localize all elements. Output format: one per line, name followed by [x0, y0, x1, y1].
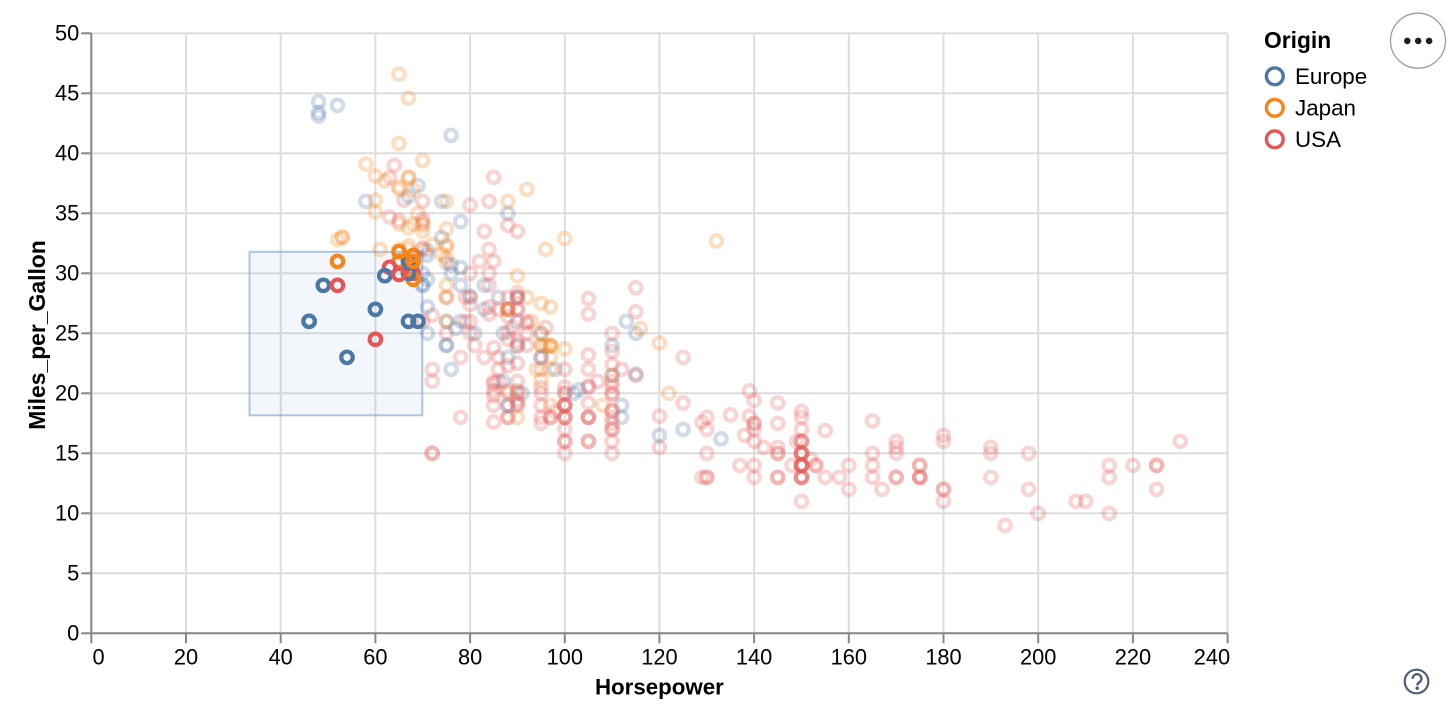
- svg-text:20: 20: [174, 644, 198, 669]
- svg-text:40: 40: [55, 141, 79, 166]
- svg-text:20: 20: [55, 381, 79, 406]
- svg-text:45: 45: [55, 81, 79, 106]
- svg-text:80: 80: [458, 644, 482, 669]
- svg-text:15: 15: [55, 441, 79, 466]
- svg-text:25: 25: [55, 321, 79, 346]
- svg-text:140: 140: [736, 644, 772, 669]
- svg-text:100: 100: [547, 644, 583, 669]
- svg-text:50: 50: [55, 21, 79, 46]
- svg-text:240: 240: [1194, 644, 1230, 669]
- svg-text:Origin: Origin: [1264, 27, 1331, 53]
- svg-text:5: 5: [67, 561, 79, 586]
- svg-text:USA: USA: [1295, 127, 1341, 152]
- svg-text:0: 0: [67, 621, 79, 646]
- svg-text:120: 120: [641, 644, 677, 669]
- svg-text:10: 10: [55, 501, 79, 526]
- svg-text:Horsepower: Horsepower: [595, 675, 724, 700]
- svg-text:35: 35: [55, 201, 79, 226]
- svg-text:60: 60: [363, 644, 387, 669]
- svg-text:200: 200: [1020, 644, 1056, 669]
- svg-text:160: 160: [831, 644, 867, 669]
- svg-text:Europe: Europe: [1295, 64, 1367, 89]
- svg-text:Miles_per_Gallon: Miles_per_Gallon: [24, 240, 50, 430]
- svg-text:220: 220: [1115, 644, 1151, 669]
- svg-text:Japan: Japan: [1295, 96, 1356, 121]
- svg-text:180: 180: [925, 644, 961, 669]
- svg-text:0: 0: [93, 644, 105, 669]
- svg-text:40: 40: [269, 644, 293, 669]
- svg-text:30: 30: [55, 261, 79, 286]
